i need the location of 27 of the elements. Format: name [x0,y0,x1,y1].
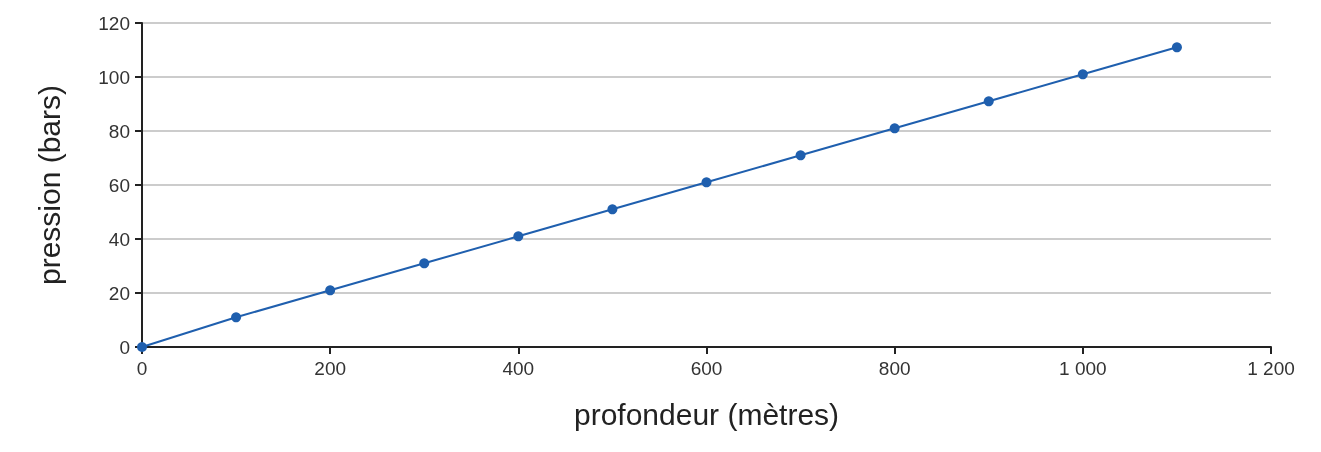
point [419,258,430,269]
point [231,312,242,323]
point [889,123,900,134]
point [325,285,336,296]
x-tick-label: 1 000 [1059,358,1107,379]
y-axis-title: pression (bars) [32,84,66,286]
x-tick-label: 200 [314,358,347,379]
point [795,150,806,161]
x-tick-label: 600 [690,358,723,379]
y-tick-label: 40 [108,228,130,250]
point [1171,42,1182,53]
x-tick-label: 1 200 [1247,358,1295,379]
point [1077,69,1088,80]
y-tick-label: 20 [108,282,130,304]
point [983,96,994,107]
point [513,231,524,242]
y-tick-label: 100 [98,66,130,88]
x-tick-label: 800 [878,358,911,379]
point [701,177,712,188]
x-tick-label: 400 [502,358,535,379]
x-axis-title: profondeur (mètres) [573,397,840,431]
x-tick-label: 0 [136,358,148,379]
y-tick-label: 60 [108,174,130,196]
y-tick-label: 80 [108,120,130,142]
y-tick-label: 120 [98,12,130,34]
y-tick-label: 0 [119,336,130,358]
point [607,204,618,215]
